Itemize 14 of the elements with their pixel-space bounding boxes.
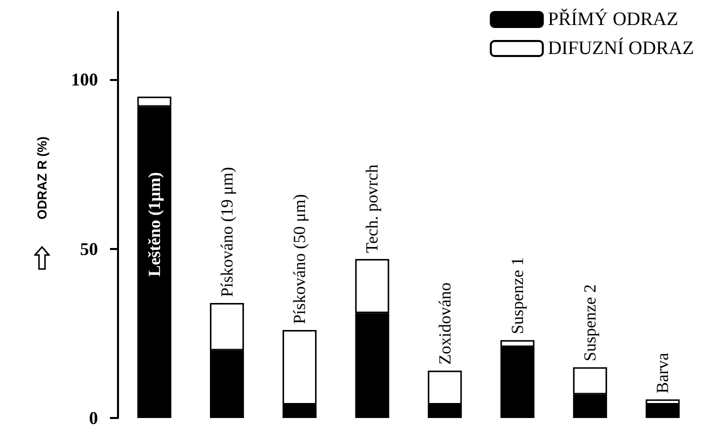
y-axis-title: ODRAZ R (%) [34, 136, 50, 220]
x-tick-label: Pískováno (50 μm) [290, 194, 310, 324]
legend-label: DIFUZNÍ ODRAZ [548, 37, 694, 59]
y-tick-label: 100 [71, 70, 98, 90]
x-tick-label: Barva [653, 352, 672, 394]
x-tick-label: Suspenze 1 [508, 257, 527, 334]
legend-label: PŘÍMÝ ODRAZ [548, 8, 678, 30]
x-tick-label: Pískováno (19 μm) [217, 166, 236, 297]
y-tick-label: 50 [80, 238, 98, 259]
x-tick-label: Leštěno (1μm) [144, 172, 164, 277]
y-tick-label: 0 [89, 408, 98, 428]
x-tick-label: Suspenze 2 [580, 284, 600, 362]
x-tick-label: Zoxidováno [435, 282, 454, 365]
x-tick-label: Tech. povrch [362, 164, 382, 253]
